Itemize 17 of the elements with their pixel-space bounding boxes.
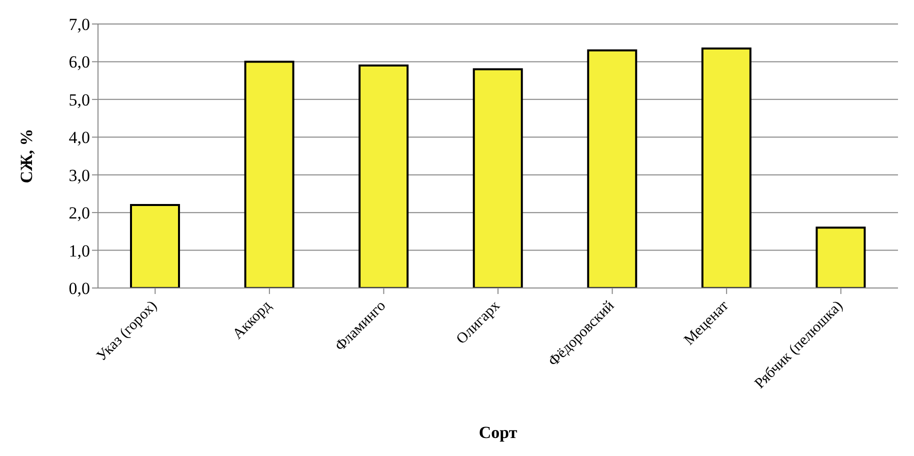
y-tick-label: 1,0 xyxy=(68,241,90,260)
bar xyxy=(472,68,523,288)
y-axis-title: СЖ, % xyxy=(17,128,36,184)
x-axis-title: Сорт xyxy=(478,423,518,442)
y-tick-label: 4,0 xyxy=(68,128,90,148)
y-tick-label: 0,0 xyxy=(68,279,90,298)
bar xyxy=(701,48,752,288)
bar xyxy=(244,60,294,288)
bar xyxy=(816,226,866,288)
bar xyxy=(587,49,638,288)
y-tick-label: 7,0 xyxy=(68,15,90,34)
bar xyxy=(130,204,180,288)
y-tick-label: 3,0 xyxy=(68,166,90,185)
y-tick-label: 5,0 xyxy=(68,90,90,110)
y-tick-label: 6,0 xyxy=(68,52,90,72)
bar xyxy=(358,64,409,288)
y-tick-label: 2,0 xyxy=(68,204,90,223)
